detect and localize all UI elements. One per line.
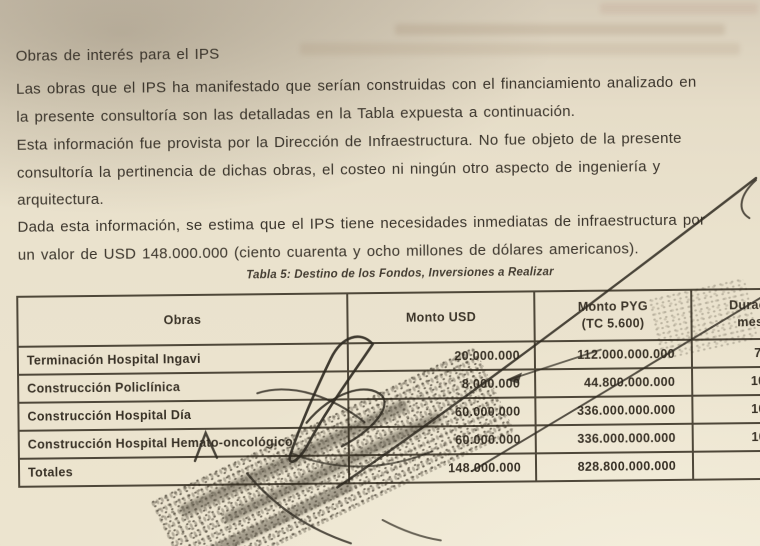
- monto-pyg-cell: 112.000.000.000: [534, 339, 693, 370]
- paragraph-line: la presente consultoría son las detallad…: [16, 102, 576, 126]
- monto-usd-cell: 60.000.000: [348, 425, 536, 456]
- monto-usd-cell: 148.000.000: [348, 453, 537, 484]
- monto-pyg-cell: 44.800.000.000: [535, 367, 693, 398]
- table-header-row: Obras Monto USD Monto PYG (TC 5.600) Dur…: [17, 288, 760, 347]
- header-duracion-line2: meses: [737, 314, 760, 330]
- header-monto-pyg: Monto PYG (TC 5.600): [534, 289, 692, 342]
- paragraph-line: arquitectura.: [17, 190, 104, 209]
- header-monto-pyg-line2: (TC 5.600): [581, 316, 645, 331]
- paragraph-line: consultoría la pertinencia de dichas obr…: [16, 158, 661, 182]
- obra-cell: Construcción Hospital Día: [18, 399, 349, 431]
- header-duracion-line1: Duración: [728, 297, 760, 313]
- page-title: Obras de interés para el IPS: [15, 45, 220, 65]
- monto-usd-cell: 8.000.000: [348, 369, 536, 400]
- monto-usd-cell: 20.000.000: [347, 341, 536, 372]
- paragraph-line: Esta información fue provista por la Dir…: [16, 129, 682, 154]
- monto-pyg-cell: 336.000.000.000: [535, 423, 693, 454]
- header-duracion: Duración meses: [691, 288, 760, 340]
- header-monto-pyg-line1: Monto PYG: [577, 299, 648, 315]
- obra-cell: Totales: [18, 455, 350, 487]
- paragraph-line: un valor de USD 148.000.000 (ciento cuar…: [17, 240, 639, 264]
- investments-table: Obras Monto USD Monto PYG (TC 5.600) Dur…: [16, 287, 760, 487]
- monto-pyg-cell: 828.800.000.000: [535, 451, 694, 482]
- obra-cell: Construcción Policlínica: [18, 371, 349, 403]
- monto-pyg-cell: 336.000.000.000: [535, 395, 693, 426]
- paragraph-line: Las obras que el IPS ha manifestado que …: [15, 73, 697, 98]
- table-caption: Tabla 5: Destino de los Fondos, Inversio…: [246, 266, 554, 282]
- obra-cell: Terminación Hospital Ingavi: [17, 343, 349, 375]
- duracion-cell: 10: [692, 422, 760, 452]
- duracion-cell: [692, 450, 760, 480]
- obra-cell: Construcción Hospital Hemato-oncológico: [18, 427, 349, 459]
- duracion-cell: 7: [691, 338, 760, 368]
- duracion-cell: 10: [692, 394, 760, 424]
- header-monto-usd: Monto USD: [347, 291, 535, 344]
- header-obras: Obras: [17, 293, 348, 347]
- monto-usd-cell: 60.000.000: [348, 397, 536, 428]
- duracion-cell: 10: [692, 366, 760, 396]
- stamp-text-smudge: [187, 480, 355, 546]
- paragraph-line: Dada esta información, se estima que el …: [17, 211, 706, 236]
